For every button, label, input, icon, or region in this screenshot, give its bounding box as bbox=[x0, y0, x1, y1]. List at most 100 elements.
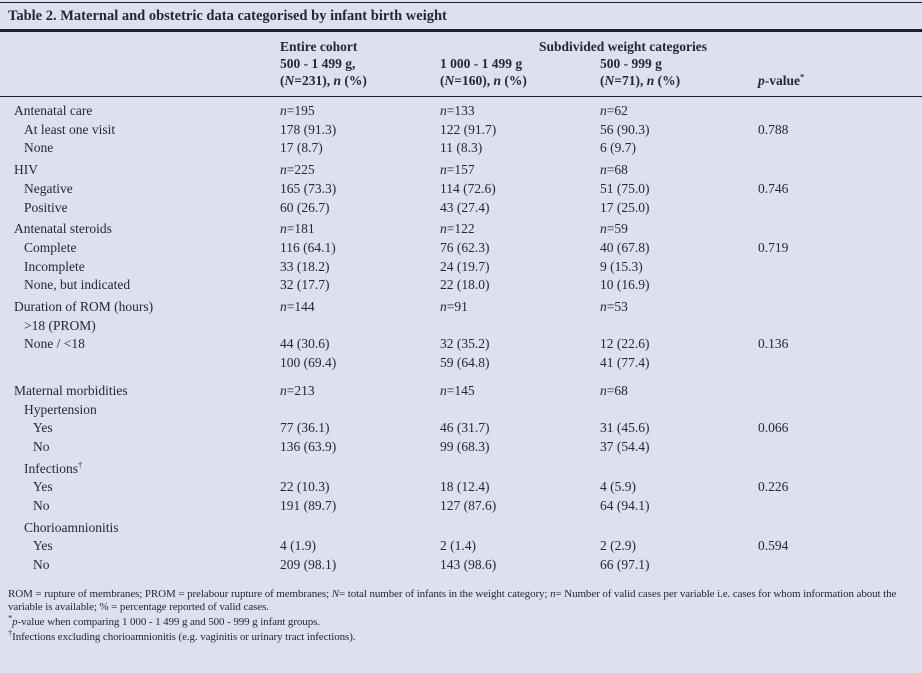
header-n: (N=160), n (%) bbox=[440, 73, 527, 88]
table-row: Duration of ROM (hours) n=144 n=91 n=53 bbox=[0, 295, 922, 317]
value-cell-entire bbox=[280, 457, 440, 479]
top-rule-divider bbox=[0, 2, 922, 3]
table-row: Chorioamnionitis bbox=[0, 516, 922, 538]
p-value-cell bbox=[758, 258, 922, 277]
value-cell-1000-1499: n=122 bbox=[440, 221, 475, 237]
value-cell-500-999: n=53 bbox=[600, 299, 628, 315]
footnote-general: ROM = rupture of membranes; PROM = prela… bbox=[8, 587, 897, 614]
value-cell-entire: n=181 bbox=[280, 221, 315, 237]
value-cell-1000-1499: n=157 bbox=[440, 162, 475, 178]
value-cell-entire: 178 (91.3) bbox=[280, 121, 337, 137]
value-cell-500-999: 66 (97.1) bbox=[600, 557, 650, 573]
table-row: Yes 22 (10.3) 18 (12.4) 4 (5.9) 0.226 bbox=[0, 478, 922, 497]
value-cell-entire: 165 (73.3) bbox=[280, 180, 337, 196]
row-label: None bbox=[24, 140, 54, 156]
table-row: None / <18 44 (30.6) 32 (35.2) 12 (22.6) 0.1… bbox=[0, 335, 922, 354]
value-cell-500-999: 10 (16.9) bbox=[600, 277, 650, 293]
table-title: Table 2. Maternal and obstetric data cat… bbox=[8, 8, 447, 24]
row-label: No bbox=[33, 498, 50, 514]
value-cell-500-999: 41 (77.4) bbox=[600, 355, 650, 371]
value-cell-entire: 209 (98.1) bbox=[280, 557, 337, 573]
data-table: Entire cohort Subdivided weight categori… bbox=[0, 32, 922, 575]
value-cell-entire: 32 (17.7) bbox=[280, 277, 330, 293]
value-cell-1000-1499: n=133 bbox=[440, 103, 475, 118]
value-cell-1000-1499: 127 (87.6) bbox=[440, 498, 497, 514]
table-row: >18 (PROM) bbox=[0, 317, 922, 336]
p-value-cell: 0.226 bbox=[758, 479, 789, 495]
value-cell-1000-1499: 22 (18.0) bbox=[440, 277, 490, 293]
value-cell-entire: n=144 bbox=[280, 299, 315, 315]
value-cell-1000-1499: 143 (98.6) bbox=[440, 557, 497, 573]
table-panel: Table 2. Maternal and obstetric data cat… bbox=[0, 2, 922, 644]
header-range: 1 000 - 1 499 g bbox=[440, 56, 523, 71]
table-row: At least one visit 178 (91.3) 122 (91.7) 56… bbox=[0, 121, 922, 140]
header-n: (N=71), n (%) bbox=[600, 73, 681, 88]
footnotes: ROM = rupture of membranes; PROM = prela… bbox=[8, 588, 914, 644]
value-cell-entire: 116 (64.1) bbox=[280, 239, 336, 255]
header-range: 500 - 999 g bbox=[600, 56, 662, 71]
row-label: No bbox=[33, 438, 50, 454]
value-cell-500-999: n=68 bbox=[600, 382, 628, 398]
header-spacer bbox=[0, 55, 280, 97]
value-cell-1000-1499: 122 (91.7) bbox=[440, 121, 497, 137]
value-cell-500-999: 31 (45.6) bbox=[600, 420, 650, 436]
p-value-cell bbox=[758, 317, 922, 336]
header-col-entire: 500 - 1 499 g, (N=231), n (%) bbox=[280, 55, 440, 97]
value-cell-1000-1499 bbox=[440, 457, 600, 479]
table-row: Incomplete 33 (18.2) 24 (19.7) 9 (15.3) bbox=[0, 258, 922, 277]
value-cell-entire: 136 (63.9) bbox=[280, 438, 337, 454]
p-value-cell: 0.788 bbox=[758, 121, 789, 137]
value-cell-entire bbox=[280, 317, 440, 336]
p-value-cell bbox=[758, 373, 922, 401]
footnote-dagger: †Infections excluding chorioamnionitis (… bbox=[8, 627, 356, 643]
table-row: Positive 60 (26.7) 43 (27.4) 17 (25.0) bbox=[0, 199, 922, 218]
p-value-cell bbox=[758, 97, 922, 121]
value-cell-1000-1499 bbox=[440, 317, 600, 336]
p-value-cell bbox=[758, 295, 922, 317]
table-row: Yes 4 (1.9) 2 (1.4) 2 (2.9) 0.594 bbox=[0, 537, 922, 556]
value-cell-entire: 100 (69.4) bbox=[280, 355, 337, 371]
value-cell-500-999 bbox=[600, 401, 758, 420]
title-rule-divider bbox=[0, 29, 922, 32]
row-label: Chorioamnionitis bbox=[24, 519, 119, 535]
table-row: None 17 (8.7) 11 (8.3) 6 (9.7) bbox=[0, 139, 922, 158]
value-cell-1000-1499: n=91 bbox=[440, 299, 468, 315]
header-entire-cohort: Entire cohort bbox=[280, 39, 358, 54]
p-value-cell: 0.746 bbox=[758, 180, 789, 196]
value-cell-1000-1499 bbox=[440, 516, 600, 538]
value-cell-1000-1499: 76 (62.3) bbox=[440, 239, 490, 255]
value-cell-entire: n=225 bbox=[280, 162, 315, 178]
value-cell-500-999: 40 (67.8) bbox=[600, 239, 650, 255]
value-cell-1000-1499: 99 (68.3) bbox=[440, 438, 490, 454]
header-spacer bbox=[0, 32, 280, 55]
row-label bbox=[0, 354, 280, 373]
header-row-groups: Entire cohort Subdivided weight categori… bbox=[0, 32, 922, 55]
header-row-columns: 500 - 1 499 g, (N=231), n (%) 1 000 - 1 … bbox=[0, 55, 922, 97]
row-label: Antenatal steroids bbox=[14, 221, 112, 237]
value-cell-1000-1499: 114 (72.6) bbox=[440, 180, 496, 196]
row-label: Negative bbox=[24, 180, 73, 196]
value-cell-500-999 bbox=[600, 516, 758, 538]
p-value-cell bbox=[758, 438, 922, 457]
value-cell-entire: n=195 bbox=[280, 103, 315, 118]
row-label: Yes bbox=[33, 479, 53, 495]
p-value-cell bbox=[758, 497, 922, 516]
table-header: Entire cohort Subdivided weight categori… bbox=[0, 32, 922, 97]
value-cell-500-999: 6 (9.7) bbox=[600, 140, 636, 156]
p-value-cell: 0.066 bbox=[758, 420, 789, 436]
value-cell-1000-1499: 46 (31.7) bbox=[440, 420, 490, 436]
table-row: Antenatal steroids n=181 n=122 n=59 bbox=[0, 217, 922, 239]
value-cell-entire bbox=[280, 401, 440, 420]
row-label: At least one visit bbox=[24, 121, 116, 137]
value-cell-1000-1499: 43 (27.4) bbox=[440, 199, 490, 215]
row-label: None / <18 bbox=[24, 336, 85, 352]
header-col-500-999: 500 - 999 g (N=71), n (%) bbox=[600, 55, 759, 97]
table-row: No 209 (98.1) 143 (98.6) 66 (97.1) bbox=[0, 556, 922, 575]
row-label: Yes bbox=[33, 420, 53, 436]
value-cell-500-999: 9 (15.3) bbox=[600, 258, 643, 274]
p-value-cell bbox=[758, 457, 922, 479]
p-value-cell bbox=[758, 516, 922, 538]
p-value-cell bbox=[758, 401, 922, 420]
row-label: Antenatal care bbox=[14, 103, 93, 118]
value-cell-entire: 77 (36.1) bbox=[280, 420, 330, 436]
